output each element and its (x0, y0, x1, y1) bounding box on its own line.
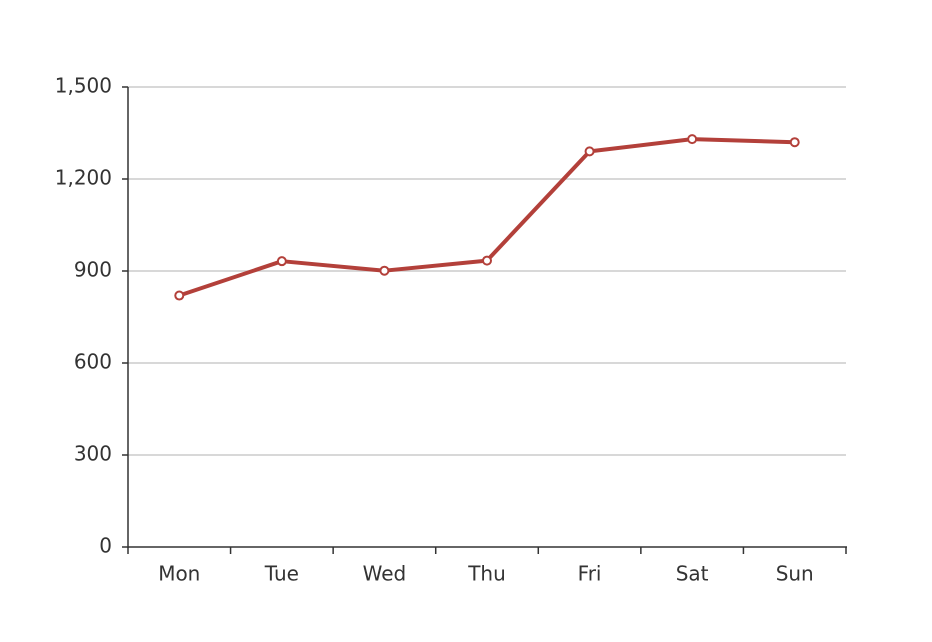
y-tick-label: 1,500 (55, 74, 112, 98)
x-tick-label: Sun (776, 562, 814, 586)
x-tick-label: Thu (467, 562, 506, 586)
line (178, 137, 795, 298)
point (687, 134, 698, 145)
y-tick-label: 300 (74, 442, 112, 466)
x-tick-label: Mon (158, 562, 200, 586)
y-tick-label: 0 (99, 534, 112, 558)
y-tick-label: 900 (74, 258, 112, 282)
point (789, 137, 800, 148)
point (584, 146, 595, 157)
x-tick-label: Tue (264, 562, 299, 586)
x-tick-label: Fri (578, 562, 602, 586)
point (174, 290, 185, 301)
point (482, 255, 492, 266)
x-tick-label: Sat (676, 562, 709, 586)
y-tick-label: 1,200 (55, 166, 112, 190)
point (379, 265, 390, 276)
point (276, 256, 287, 267)
x-tick-label: Wed (363, 562, 407, 586)
y-tick-label: 600 (74, 350, 112, 374)
